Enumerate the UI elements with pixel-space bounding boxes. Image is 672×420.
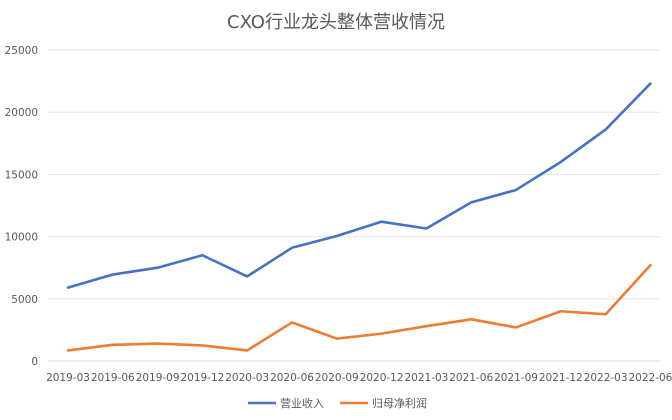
x-tick-label: 2020-06 <box>270 372 314 384</box>
legend: 营业收入 归母净利润 <box>248 396 427 410</box>
series-line-1 <box>66 82 652 289</box>
x-tick-label: 2022-06 <box>628 372 672 384</box>
legend-label: 归母净利润 <box>372 396 427 410</box>
y-tick-label: 15000 <box>5 169 38 181</box>
y-tick-label: 20000 <box>5 107 38 119</box>
y-tick-label: 25000 <box>5 45 38 57</box>
series-lines <box>66 82 652 352</box>
x-tick-label: 2021-12 <box>539 372 583 384</box>
x-tick-label: 2021-03 <box>404 372 448 384</box>
x-tick-label: 2019-09 <box>136 372 180 384</box>
x-tick-label: 2020-12 <box>360 372 404 384</box>
y-axis-ticks: 0 5000 10000 15000 20000 25000 <box>5 45 38 368</box>
x-axis-ticks: 2019-03 2019-06 2019-09 2019-12 2020-03 2020-… <box>46 372 672 384</box>
y-tick-label: 5000 <box>11 294 38 306</box>
x-tick-label: 2021-09 <box>494 372 538 384</box>
series-line-2 <box>66 263 652 352</box>
y-tick-label: 0 <box>31 356 38 368</box>
x-tick-label: 2021-06 <box>449 372 493 384</box>
x-tick-label: 2019-03 <box>46 372 90 384</box>
x-tick-label: 2020-09 <box>315 372 359 384</box>
gridlines <box>48 49 660 362</box>
y-tick-label: 10000 <box>5 232 38 244</box>
x-tick-label: 2019-06 <box>91 372 135 384</box>
legend-label: 营业收入 <box>280 396 324 410</box>
x-tick-label: 2020-03 <box>225 372 269 384</box>
chart-title: CXO行业龙头整体营收情况 <box>227 12 445 33</box>
x-tick-label: 2022-03 <box>584 372 628 384</box>
x-tick-label: 2019-12 <box>180 372 224 384</box>
